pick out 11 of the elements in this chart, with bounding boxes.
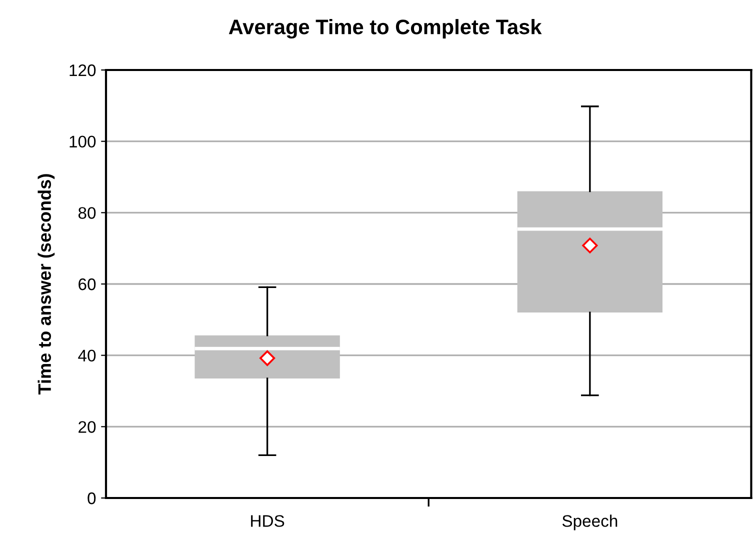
y-tick-label: 40 xyxy=(78,350,96,362)
chart-title: Average Time to Complete Task xyxy=(228,19,542,39)
x-tick-label: HDS xyxy=(251,515,284,527)
y-tick-label: 20 xyxy=(78,421,96,433)
y-tick-label: 0 xyxy=(88,492,96,504)
y-tick-label: 120 xyxy=(70,64,96,76)
y-tick-label: 100 xyxy=(70,136,96,148)
y-axis-title: Time to answer (seconds) xyxy=(38,174,55,394)
y-tick-label: 60 xyxy=(78,278,96,290)
x-tick-label: Speech xyxy=(562,514,618,530)
y-tick-label: 80 xyxy=(78,207,96,219)
